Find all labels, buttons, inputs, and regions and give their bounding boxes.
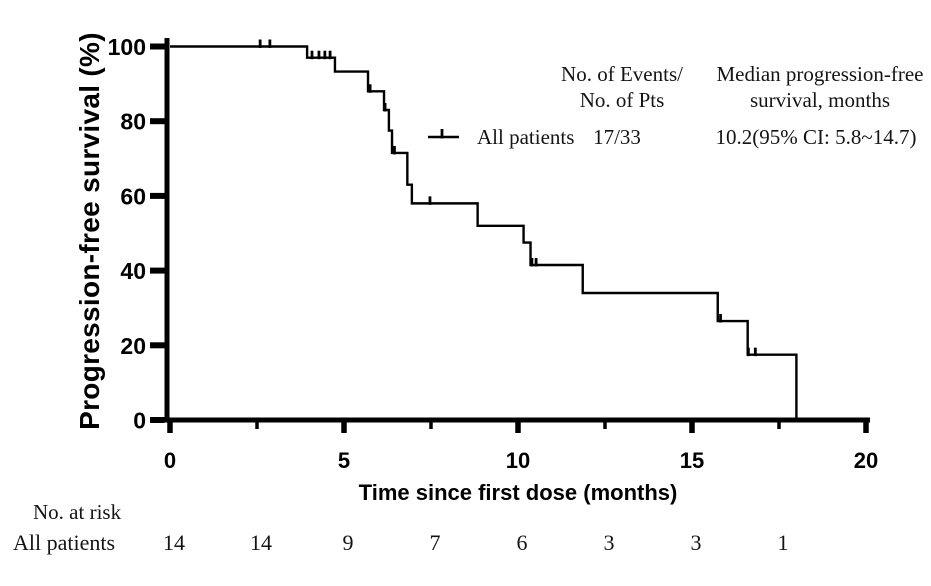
legend-median-header-line2: survival, months xyxy=(749,88,890,112)
legend-series-label: All patients xyxy=(477,125,575,149)
x-axis-title: Time since first dose (months) xyxy=(358,480,678,505)
legend-events-header: No. of Events/ No. of Pts xyxy=(561,61,683,113)
risk-count: 3 xyxy=(690,530,702,555)
legend-events-header-line1: No. of Events/ xyxy=(561,62,683,86)
risk-table-row-label: All patients xyxy=(13,530,116,555)
legend-median-header-line1: Median progression-free xyxy=(716,62,924,86)
legend-median-header: Median progression-free survival, months xyxy=(716,61,923,113)
risk-count: 14 xyxy=(250,530,272,555)
y-tick-label: 0 xyxy=(133,408,146,434)
legend-median-value: 10.2(95% CI: 5.8~14.7) xyxy=(715,125,917,149)
x-tick-label: 0 xyxy=(164,448,176,473)
risk-count: 1 xyxy=(777,530,789,555)
y-tick-label: 20 xyxy=(120,333,146,359)
y-tick-label: 60 xyxy=(120,183,146,209)
y-tick-label: 100 xyxy=(108,34,146,60)
x-tick-label: 20 xyxy=(854,448,878,473)
risk-count: 14 xyxy=(163,530,185,555)
x-tick-label: 10 xyxy=(506,448,530,473)
risk-table-header: No. at risk xyxy=(33,500,122,524)
risk-count: 9 xyxy=(342,530,354,555)
km-curve-all-patients xyxy=(170,45,798,420)
risk-count: 7 xyxy=(429,530,441,555)
y-tick-label: 40 xyxy=(120,258,146,284)
legend-events-header-line2: No. of Pts xyxy=(579,88,665,112)
risk-count: 6 xyxy=(516,530,528,555)
risk-count: 3 xyxy=(603,530,615,555)
y-tick-label: 80 xyxy=(120,109,146,135)
x-tick-label: 15 xyxy=(680,448,704,473)
x-tick-label: 5 xyxy=(338,448,350,473)
y-axis-title: Progression-free survival (%) xyxy=(74,32,105,430)
legend-events-value: 17/33 xyxy=(593,125,641,149)
